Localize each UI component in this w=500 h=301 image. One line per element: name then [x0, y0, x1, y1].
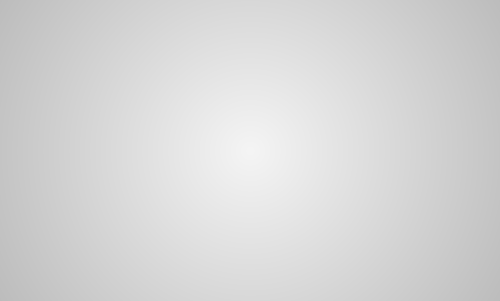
Title: Cage fish technologies used: Cage fish technologies used — [118, 5, 382, 23]
Bar — [378, 275, 447, 277]
Text: 82.8: 82.8 — [70, 81, 104, 94]
Bar — [53, 251, 122, 277]
Text: 11.5: 11.5 — [234, 251, 266, 264]
Bar — [364, 261, 462, 276]
Bar — [38, 62, 136, 276]
Bar — [216, 273, 284, 277]
Bar — [201, 246, 299, 276]
Text: 5.7: 5.7 — [402, 260, 424, 273]
